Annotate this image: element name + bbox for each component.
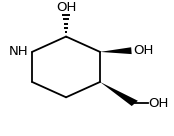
Text: OH: OH [56, 1, 76, 14]
Polygon shape [100, 82, 138, 106]
Text: NH: NH [9, 45, 29, 58]
Text: OH: OH [148, 97, 169, 110]
Polygon shape [100, 47, 132, 54]
Text: OH: OH [133, 44, 153, 57]
